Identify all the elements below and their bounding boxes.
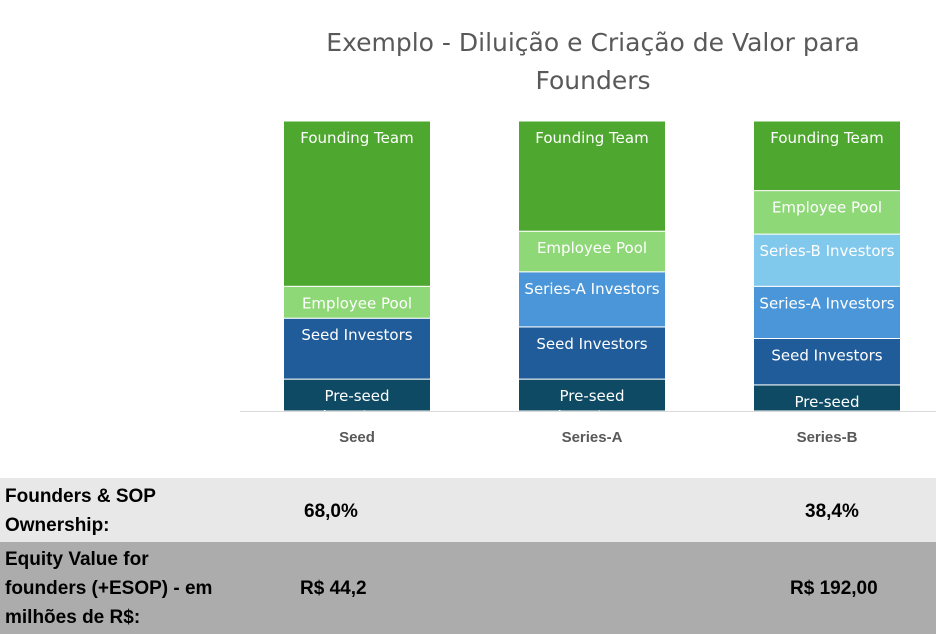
ownership-label-line-1: Founders & SOP xyxy=(5,486,156,507)
bar-series-b-investors-series-b xyxy=(753,233,901,287)
bar-founding-team-series-a xyxy=(518,121,666,232)
segment-label-founding-team-series-a: Founding Team xyxy=(535,129,648,147)
ownership-row: Founders & SOP Ownership: 68,0% 38,4% xyxy=(0,478,936,542)
category-label-series-b: Series-B xyxy=(797,429,858,446)
segment-label-series-a-investors-series-b: Series-A Investors xyxy=(759,294,894,312)
bar-seed-investors-series-a xyxy=(518,326,666,380)
ownership-label-line-2: Ownership: xyxy=(5,515,110,536)
segment-label-founding-team-series-b: Founding Team xyxy=(770,129,883,147)
equity-value-label-line-3: milhões de R$: xyxy=(5,607,141,628)
chart-title-line-2: Founders xyxy=(535,66,651,95)
segment-label-founding-team-seed: Founding Team xyxy=(300,129,413,147)
equity-value-row: Equity Value for founders (+ESOP) - em m… xyxy=(0,542,936,634)
ownership-label: Founders & SOP Ownership: xyxy=(5,482,205,540)
chart-title-line-1: Exemplo - Diluição e Criação de Valor pa… xyxy=(326,28,860,57)
segment-label-seed-investors-seed: Seed Investors xyxy=(301,326,412,344)
equity-value-label-line-1: Equity Value for xyxy=(5,549,149,570)
bar-employee-pool-series-a xyxy=(518,230,666,273)
segment-label-seed-investors-series-b: Seed Investors xyxy=(771,347,882,365)
chart-title: Exemplo - Diluição e Criação de Valor pa… xyxy=(300,24,886,100)
segment-label-employee-pool-series-b: Employee Pool xyxy=(772,199,882,217)
segment-label-pre-seed-investors-series-b: Pre-seed Investors xyxy=(793,393,862,431)
bar-founding-team-seed xyxy=(283,121,431,287)
category-label-seed: Seed xyxy=(339,429,375,446)
bar-employee-pool-series-b xyxy=(753,190,901,235)
equity-value-seed-value: R$ 44,2 xyxy=(300,578,367,599)
segment-label-seed-investors-series-a: Seed Investors xyxy=(536,335,647,353)
stacked-bar-chart: Pre-seed Investors Seed Investors Employee … xyxy=(240,121,936,446)
segment-label-employee-pool-series-a: Employee Pool xyxy=(537,239,647,257)
ownership-seed-value: 68,0% xyxy=(304,501,358,522)
segment-label-employee-pool-seed: Employee Pool xyxy=(302,294,412,312)
segment-label-pre-seed-investors-seed: Pre-seed Investors xyxy=(323,387,392,425)
equity-value-label: Equity Value for founders (+ESOP) - em m… xyxy=(5,545,245,632)
bar-series-a-investors-series-b xyxy=(753,285,901,339)
segment-label-pre-seed-investors-series-a: Pre-seed Investors xyxy=(558,387,627,425)
category-label-series-a: Series-A xyxy=(562,429,623,446)
bar-seed-investors-seed xyxy=(283,317,431,380)
segment-label-series-a-investors-series-a: Series-A Investors xyxy=(524,280,659,298)
bar-founding-team-series-b xyxy=(753,121,901,192)
ownership-series-b-value: 38,4% xyxy=(805,501,859,522)
segment-label-series-b-investors-series-b: Series-B Investors xyxy=(760,242,895,260)
equity-value-series-b-value: R$ 192,00 xyxy=(790,578,878,599)
bar-employee-pool-seed xyxy=(283,285,431,319)
bar-series-a-investors-series-a xyxy=(518,271,666,328)
equity-value-label-line-2: founders (+ESOP) - em xyxy=(5,578,213,599)
bar-seed-investors-series-b xyxy=(753,338,901,386)
